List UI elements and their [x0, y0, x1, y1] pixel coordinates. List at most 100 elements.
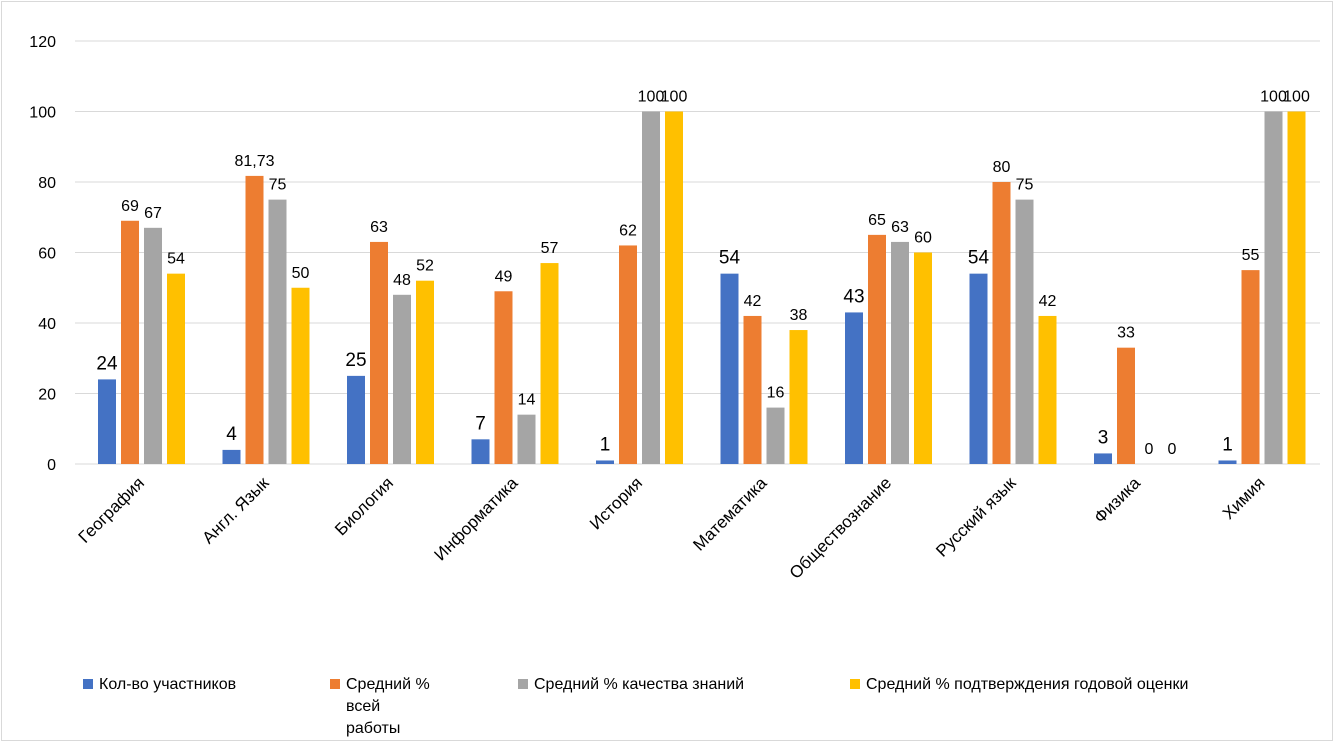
legend-swatch: [850, 679, 860, 689]
category-label: Биология: [331, 473, 397, 539]
data-label: 49: [495, 268, 513, 285]
bar: [1218, 460, 1237, 464]
data-label: 43: [843, 286, 864, 307]
bar: [642, 111, 660, 464]
data-label: 100: [638, 89, 665, 106]
bar: [347, 375, 365, 464]
data-label: 14: [518, 392, 536, 409]
data-label: 4: [226, 424, 237, 445]
category-label: Информатика: [430, 473, 521, 564]
data-label: 100: [661, 89, 688, 106]
data-label: 100: [1283, 89, 1310, 106]
data-label: 7: [475, 413, 486, 434]
bar: [789, 330, 808, 464]
bar: [1015, 199, 1034, 464]
data-label: 80: [993, 159, 1011, 176]
bar: [245, 175, 264, 465]
category-label: Обществознание: [786, 473, 895, 582]
data-label: 33: [1117, 325, 1135, 342]
bar: [665, 111, 683, 464]
data-label: 54: [719, 248, 741, 269]
bar: [291, 287, 310, 464]
legend-item-grade-confirmation: Средний % подтверждения годовой оценки: [850, 674, 1188, 696]
bar: [370, 241, 388, 464]
data-label: 0: [1145, 441, 1154, 458]
y-tick-label: 60: [38, 246, 56, 263]
bar: [868, 234, 886, 464]
data-label: 81,73: [234, 153, 274, 170]
category-label: Русский язык: [932, 473, 1020, 561]
y-axis-tick-labels: 0 20 40 60 80 100 120: [29, 34, 56, 474]
bar: [969, 273, 988, 464]
y-tick-label: 0: [47, 457, 56, 474]
bar: [517, 414, 536, 464]
y-tick-label: 120: [29, 34, 56, 51]
data-label: 50: [292, 265, 310, 282]
data-label: 16: [767, 385, 785, 402]
data-label: 48: [393, 272, 411, 289]
y-tick-label: 20: [38, 387, 56, 404]
bar: [1038, 315, 1057, 464]
category-label: Математика: [689, 473, 771, 555]
data-label: 63: [891, 219, 909, 236]
data-label: 42: [1039, 293, 1057, 310]
legend-label: Средний % подтверждения годовой оценки: [866, 676, 1189, 693]
data-label: 54: [968, 248, 990, 269]
bar: [268, 199, 287, 464]
bar: [992, 182, 1011, 464]
data-label: 62: [619, 222, 637, 239]
legend-swatch: [518, 679, 528, 689]
bar: [1094, 453, 1112, 464]
legend-item-participants: Кол-во участников: [83, 674, 236, 696]
bar: [1287, 111, 1306, 464]
data-label: 0: [1168, 441, 1177, 458]
legend: Кол-во участников Средний % всей работы …: [0, 674, 1336, 744]
bar: [1264, 111, 1283, 464]
bar: [98, 379, 116, 464]
data-label: 24: [96, 353, 118, 374]
data-label: 67: [144, 205, 162, 222]
bar: [743, 315, 762, 464]
data-label: 42: [744, 293, 762, 310]
bar: [222, 449, 241, 464]
bar: [540, 263, 559, 464]
bar: [144, 227, 162, 464]
data-label: 60: [914, 230, 932, 247]
y-tick-label: 40: [38, 316, 56, 333]
data-label: 3: [1098, 427, 1109, 448]
legend-swatch: [83, 679, 93, 689]
bar: [891, 241, 909, 464]
bar: [167, 273, 185, 464]
legend-item-knowledge-quality: Средний % качества знаний: [518, 674, 744, 696]
bar: [471, 439, 490, 464]
data-label: 63: [370, 219, 388, 236]
category-label: Химия: [1219, 473, 1269, 523]
data-label: 55: [1242, 247, 1260, 264]
data-label: 75: [1016, 177, 1034, 194]
bar: [1117, 347, 1135, 464]
bar: [596, 460, 614, 464]
category-label: Физика: [1090, 473, 1144, 527]
data-label: 38: [790, 307, 808, 324]
data-label: 75: [269, 177, 287, 194]
category-label: География: [75, 473, 148, 546]
bar: [720, 273, 739, 464]
data-label: 69: [121, 198, 139, 215]
legend-item-average-percent: Средний % всей работы: [330, 674, 430, 740]
y-tick-label: 100: [29, 105, 56, 122]
legend-label: Средний % качества знаний: [534, 676, 745, 693]
bar: [494, 291, 513, 464]
legend-swatch: [330, 679, 340, 689]
bar: [393, 294, 411, 464]
data-label: 100: [1260, 89, 1287, 106]
category-label: Англ. Язык: [199, 473, 273, 547]
data-label: 54: [167, 251, 185, 268]
legend-label: Средний % всей работы: [346, 676, 430, 737]
bar: [1241, 270, 1260, 464]
y-tick-label: 80: [38, 175, 56, 192]
bar: [914, 252, 932, 464]
data-label: 57: [541, 240, 559, 257]
data-label: 25: [345, 350, 366, 371]
